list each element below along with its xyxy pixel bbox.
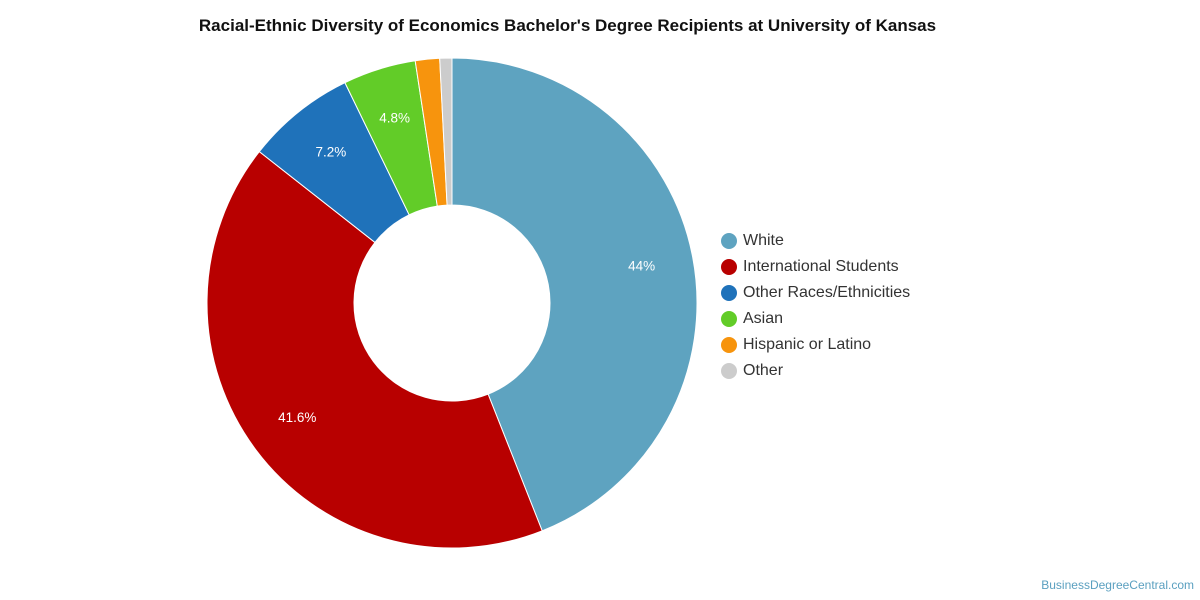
legend-item-international-students[interactable]: International Students — [721, 254, 910, 280]
legend-item-other[interactable]: Other — [721, 358, 910, 384]
legend-label: Other Races/Ethnicities — [743, 284, 911, 301]
legend-item-hispanic-or-latino[interactable]: Hispanic or Latino — [721, 332, 910, 358]
legend-label: Other — [743, 362, 784, 379]
legend-label: White — [743, 232, 784, 249]
slice-label-white: 44% — [628, 258, 655, 273]
legend-label: International Students — [743, 258, 899, 275]
legend-label: Hispanic or Latino — [743, 336, 872, 353]
legend-swatch — [721, 337, 737, 353]
slice-white[interactable] — [451, 57, 698, 532]
labels-group: 44% 41.6% 7.2% 4.8% — [278, 110, 655, 425]
legend: White International Students Other Races/E… — [721, 228, 910, 384]
legend-swatch — [721, 259, 737, 275]
legend-item-asian[interactable]: Asian — [721, 306, 910, 332]
slices-group — [206, 57, 698, 549]
source-credit: BusinessDegreeCentral.com — [1041, 578, 1194, 592]
slice-other[interactable] — [439, 57, 453, 206]
legend-item-other-races-ethnicities[interactable]: Other Races/Ethnicities — [721, 280, 910, 306]
slice-label-other-races-ethnicities: 7.2% — [315, 144, 346, 159]
legend-swatch — [721, 233, 737, 249]
legend-swatch — [721, 311, 737, 327]
legend-swatch — [721, 285, 737, 301]
chart-title: Racial-Ethnic Diversity of Economics Bac… — [198, 16, 937, 35]
legend-item-white[interactable]: White — [721, 228, 910, 254]
legend-label: Asian — [743, 310, 784, 327]
slice-label-asian: 4.8% — [379, 110, 410, 125]
slice-label-international-students: 41.6% — [278, 410, 316, 425]
legend-swatch — [721, 363, 737, 379]
slice-international-students[interactable] — [206, 150, 543, 549]
